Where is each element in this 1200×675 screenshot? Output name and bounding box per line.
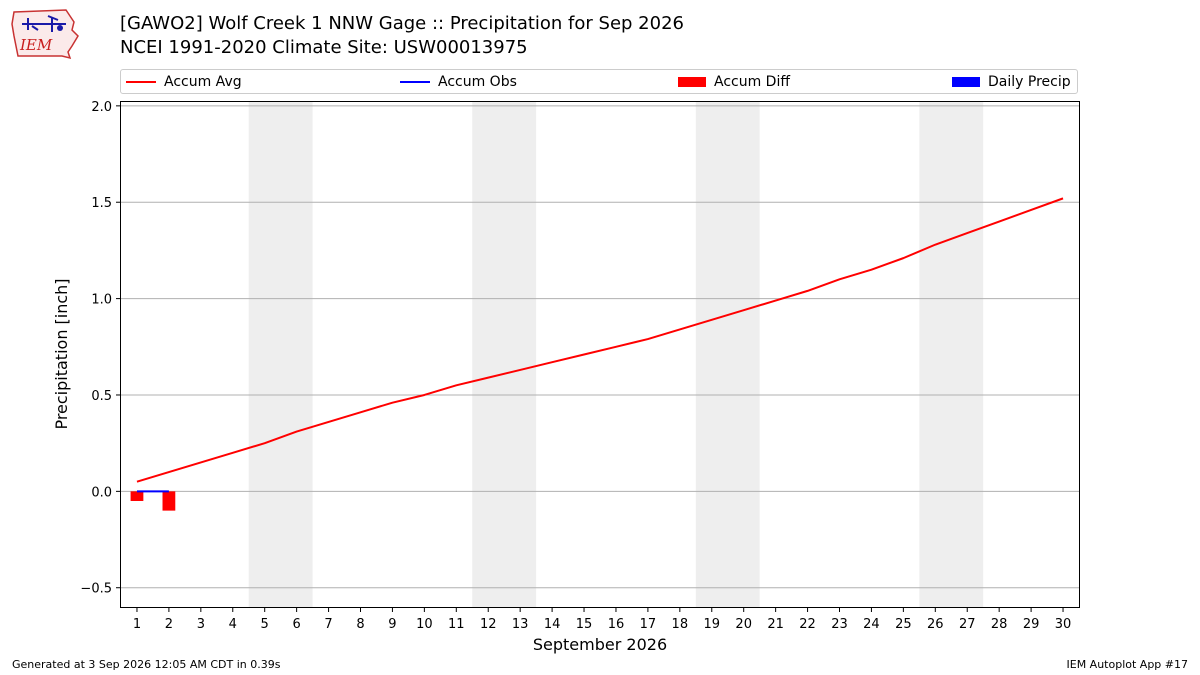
weather-instrument-icon — [22, 15, 66, 32]
x-tick-label: 10 — [416, 617, 433, 632]
y-gridlines — [121, 105, 1079, 589]
plot-frame — [120, 101, 1080, 608]
x-tick-label: 28 — [991, 617, 1008, 632]
y-tick-label: 1.0 — [91, 293, 112, 308]
weekend-span-4 — [919, 102, 984, 607]
x-axis-label: September 2026 — [533, 635, 667, 654]
footer-app: IEM Autoplot App #17 — [1066, 658, 1189, 671]
weekend-shading — [248, 102, 984, 607]
y-axis-label: Precipitation [inch] — [52, 278, 71, 429]
y-tick-label: 0.5 — [91, 389, 112, 404]
footer-generated: Generated at 3 Sep 2026 12:05 AM CDT in … — [12, 658, 281, 671]
chart-title: [GAWO2] Wolf Creek 1 NNW Gage :: Precipi… — [120, 12, 684, 60]
x-tick-label: 15 — [576, 617, 593, 632]
x-tick-label: 1 — [133, 617, 141, 632]
x-tick-label: 11 — [448, 617, 465, 632]
legend-label-accum-obs: Accum Obs — [438, 74, 517, 90]
x-tick-label: 24 — [863, 617, 880, 632]
x-tick-label: 18 — [672, 617, 689, 632]
x-tick-label: 21 — [767, 617, 784, 632]
logo-text: IEM — [19, 36, 53, 54]
x-tick-label: 9 — [388, 617, 396, 632]
legend-label-accum-avg: Accum Avg — [164, 74, 242, 90]
y-tick-label: 1.5 — [91, 196, 112, 211]
accum-diff-bar — [130, 491, 144, 501]
y-tick-label: 2.0 — [91, 100, 112, 115]
legend-item-accum-avg: Accum Avg — [126, 73, 242, 91]
x-tick-label: 12 — [480, 617, 497, 632]
x-tick-label: 23 — [831, 617, 848, 632]
x-tick-label: 3 — [197, 617, 205, 632]
legend-item-accum-diff: Accum Diff — [678, 73, 790, 91]
x-tick-label: 13 — [512, 617, 529, 632]
weekend-span-3 — [695, 102, 760, 607]
y-axis: −0.5 0.0 0.5 1.0 1.5 2.0 — [80, 100, 121, 597]
x-tick-label: 4 — [229, 617, 237, 632]
x-axis: 1 2 3 4 5 6 7 8 9 10 11 12 13 14 15 16 17 18 19 20 21 22 23 24 2… — [133, 607, 1071, 632]
x-tick-label: 6 — [292, 617, 300, 632]
accum-avg-line — [136, 197, 1064, 483]
x-tick-label: 29 — [1023, 617, 1040, 632]
legend: Accum Avg Accum Obs Accum Diff Daily Pre… — [120, 69, 1078, 94]
weekend-span-1 — [248, 102, 313, 607]
legend-item-accum-obs: Accum Obs — [400, 73, 517, 91]
instrument-dot-icon — [57, 25, 63, 31]
x-tick-label: 30 — [1055, 617, 1072, 632]
x-tick-label: 22 — [799, 617, 816, 632]
weekend-span-2 — [472, 102, 537, 607]
x-tick-label: 26 — [927, 617, 944, 632]
legend-swatch-daily-precip — [952, 77, 980, 87]
bars — [130, 491, 176, 511]
x-tick-label: 14 — [544, 617, 561, 632]
x-tick-label: 5 — [261, 617, 269, 632]
title-line-1: [GAWO2] Wolf Creek 1 NNW Gage :: Precipi… — [120, 13, 684, 34]
x-tick-label: 27 — [959, 617, 976, 632]
x-tick-label: 20 — [735, 617, 752, 632]
y-tick-label: −0.5 — [80, 582, 112, 597]
x-tick-label: 2 — [165, 617, 173, 632]
legend-swatch-accum-avg — [126, 81, 156, 83]
accum-diff-bar — [162, 491, 176, 511]
legend-swatch-accum-obs — [400, 81, 430, 83]
legend-label-accum-diff: Accum Diff — [714, 74, 791, 90]
legend-label-daily-precip: Daily Precip — [988, 74, 1071, 90]
y-tick-label: 0.0 — [91, 485, 112, 500]
x-tick-label: 16 — [608, 617, 625, 632]
x-tick-label: 8 — [356, 617, 364, 632]
series-lines — [136, 197, 1064, 493]
x-tick-label: 19 — [703, 617, 720, 632]
x-tick-label: 7 — [324, 617, 332, 632]
iem-logo: IEM — [11, 9, 79, 60]
x-tick-label: 25 — [895, 617, 912, 632]
legend-swatch-accum-diff — [678, 77, 706, 87]
legend-item-daily-precip: Daily Precip — [952, 73, 1071, 91]
x-tick-label: 17 — [640, 617, 657, 632]
title-line-2: NCEI 1991-2020 Climate Site: USW00013975 — [120, 37, 528, 58]
